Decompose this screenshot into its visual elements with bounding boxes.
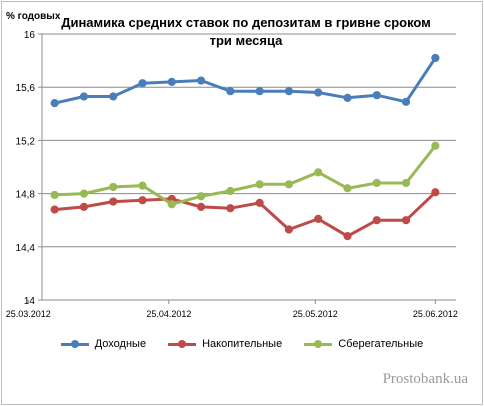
legend-label-dokhodnye: Доходные xyxy=(94,338,147,350)
y-tick-label-0: 14 xyxy=(24,296,36,307)
series-0-point-2 xyxy=(109,92,118,101)
series-0-point-1 xyxy=(79,92,89,101)
series-0-point-0 xyxy=(50,99,59,108)
series-1-point-1 xyxy=(79,202,89,211)
x-tick-label-0: 25.03.2012 xyxy=(6,309,51,319)
series-2-point-12 xyxy=(401,178,411,188)
series-0-point-12 xyxy=(401,97,411,106)
series-line-2 xyxy=(54,144,437,206)
series-1-point-11 xyxy=(372,216,381,225)
series-0-point-9 xyxy=(314,88,323,97)
legend-swatch-dokhodnye xyxy=(60,339,89,349)
y-tick-label-4: 15,6 xyxy=(16,83,36,94)
series-1-point-9 xyxy=(314,214,323,223)
x-tick-label-3: 25.06.2012 xyxy=(413,309,458,319)
x-tick-label-1: 25.04.2012 xyxy=(146,309,191,319)
series-0-point-6 xyxy=(226,87,235,96)
series-1-point-12 xyxy=(401,216,411,225)
series-2-point-5 xyxy=(196,192,206,201)
series-2-point-1 xyxy=(79,189,89,198)
chart-title: Динамика средних ставок по депозитам в г… xyxy=(61,15,431,48)
y-axis-unit-label: % годовых xyxy=(6,11,61,22)
y-tick-label-2: 14,8 xyxy=(16,190,36,201)
series-0-point-13 xyxy=(431,53,440,63)
y-tick-label-5: 16 xyxy=(24,30,36,41)
series-2-point-9 xyxy=(314,168,323,177)
x-tick-label-2: 25.05.2012 xyxy=(293,309,338,319)
series-0-point-8 xyxy=(284,87,294,96)
series-0-point-11 xyxy=(372,91,381,100)
legend-label-nakopitelnye: Накопительные xyxy=(202,338,283,350)
series-0-point-7 xyxy=(255,87,264,96)
series-1-point-6 xyxy=(226,204,235,213)
watermark-logo: Prostobank.ua xyxy=(382,371,468,387)
series-2-point-13 xyxy=(431,141,440,150)
series-1-point-0 xyxy=(50,205,59,214)
series-2-point-0 xyxy=(50,190,59,200)
series-2-point-11 xyxy=(372,178,381,188)
series-2-point-6 xyxy=(226,186,235,196)
legend-label-sberegatelnye: Сберегательные xyxy=(338,338,424,350)
series-2-point-7 xyxy=(255,180,264,189)
series-0-point-3 xyxy=(138,79,147,88)
series-line-1 xyxy=(54,191,437,238)
legend-swatch-sberegatelnye xyxy=(304,339,333,349)
y-tick-label-1: 14,4 xyxy=(16,243,36,254)
series-1-point-7 xyxy=(255,198,264,208)
series-1-point-13 xyxy=(431,188,440,197)
series-2-point-8 xyxy=(284,180,294,189)
series-2-point-4 xyxy=(167,200,176,209)
y-tick-label-3: 15,2 xyxy=(16,136,36,147)
series-0-point-5 xyxy=(196,76,206,85)
series-0-point-4 xyxy=(167,77,176,86)
series-1-point-8 xyxy=(284,225,294,234)
series-2-point-2 xyxy=(109,182,118,192)
legend-item-sberegatelnye: Сберегательные xyxy=(304,338,423,350)
legend-item-nakopitelnye: Накопительные xyxy=(168,338,282,350)
series-line-0 xyxy=(54,57,437,105)
legend-swatch-nakopitelnye xyxy=(168,339,197,349)
legend-item-dokhodnye: Доходные xyxy=(60,338,147,350)
series-1-point-5 xyxy=(196,202,206,211)
series-0-point-10 xyxy=(343,93,352,102)
series-2-point-3 xyxy=(138,181,147,190)
series-1-point-3 xyxy=(138,196,147,205)
series-1-point-10 xyxy=(343,232,352,241)
chart-legend: Доходные Накопительные Сберегательные xyxy=(0,338,484,350)
series-1-point-2 xyxy=(109,197,118,206)
series-2-point-10 xyxy=(343,184,352,193)
